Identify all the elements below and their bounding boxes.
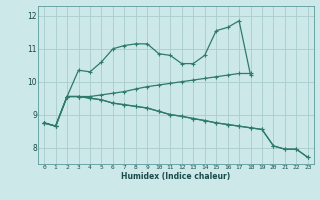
X-axis label: Humidex (Indice chaleur): Humidex (Indice chaleur) xyxy=(121,172,231,181)
